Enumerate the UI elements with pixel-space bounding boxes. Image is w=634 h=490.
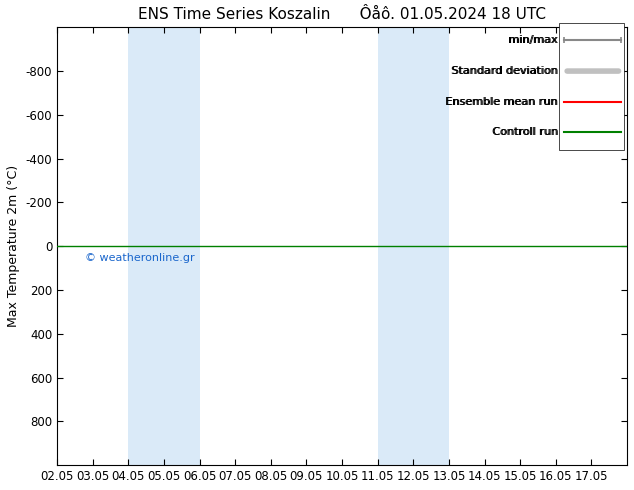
Text: Controll run: Controll run [492, 127, 557, 137]
Bar [413, 27, 449, 465]
Text: min/max: min/max [509, 35, 559, 46]
Text: © weatheronline.gr: © weatheronline.gr [86, 253, 195, 263]
Text: Ensemble mean run: Ensemble mean run [446, 97, 559, 107]
Bar [378, 27, 413, 465]
FancyBboxPatch shape [559, 23, 624, 150]
Text: Standard deviation: Standard deviation [451, 66, 557, 76]
Text: Controll run: Controll run [493, 127, 559, 137]
Bar [164, 27, 200, 465]
Text: min/max: min/max [508, 35, 557, 46]
Title: ENS Time Series Koszalin      Ôåô. 01.05.2024 18 UTC: ENS Time Series Koszalin Ôåô. 01.05.2024… [138, 7, 546, 22]
Text: Ensemble mean run: Ensemble mean run [445, 97, 557, 107]
Y-axis label: Max Temperature 2m (°C): Max Temperature 2m (°C) [7, 165, 20, 327]
Bar [128, 27, 164, 465]
Text: Standard deviation: Standard deviation [452, 66, 559, 76]
